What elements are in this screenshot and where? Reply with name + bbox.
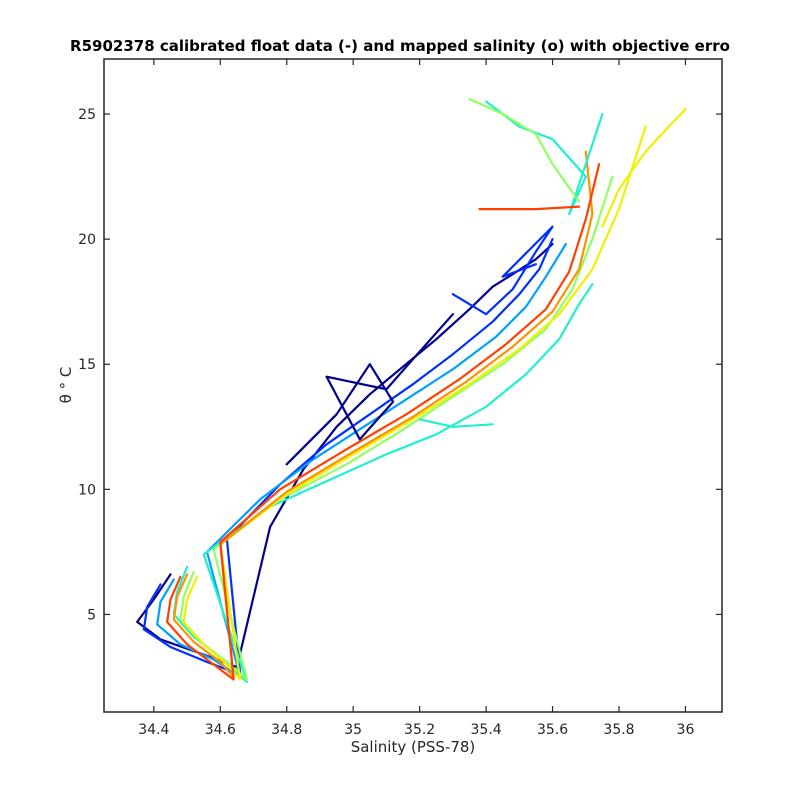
x-tick-label-0: 34.4 [138,722,169,738]
x-axis-label: Salinity (PSS-78) [351,738,476,756]
y-tick-label-0: 5 [87,607,96,623]
series-line-12 [601,107,687,228]
series-line-9 [451,225,554,316]
y-tick-label-3: 20 [78,232,96,248]
y-axis-label: θ ° C [57,367,75,404]
series-line-8 [285,313,454,466]
series-line-10 [485,100,604,216]
y-tick-label-4: 25 [78,107,96,123]
series-line-6 [172,150,594,679]
series-line-11 [468,97,581,203]
y-tick-label-2: 15 [78,357,96,373]
y-tick-label-1: 10 [78,482,96,498]
x-tick-label-7: 35.8 [603,722,634,738]
x-tick-label-4: 35.2 [404,722,435,738]
x-tick-label-3: 35 [344,722,362,738]
chart-title: R5902378 calibrated float data (-) and m… [70,37,730,55]
x-tick-label-6: 35.6 [537,722,568,738]
y-axis-ticks: 5 10 15 20 25 [78,107,722,623]
x-tick-label-5: 35.4 [471,722,502,738]
x-axis-ticks: 34.4 34.6 34.8 35 35.2 35.4 35.6 35.8 36 [138,59,694,738]
series-line-7 [166,163,601,681]
x-tick-label-8: 36 [677,722,695,738]
series-line-13 [478,205,581,211]
series-line-14 [418,418,494,428]
series-line-5 [182,125,647,681]
series-line-2 [156,243,567,679]
series-line-0 [136,243,554,669]
series-line-1 [142,238,554,676]
x-tick-label-1: 34.6 [205,722,236,738]
plot-frame [103,58,723,713]
series-line-3 [172,283,594,684]
x-tick-label-2: 34.8 [271,722,302,738]
series-layer [136,97,687,684]
